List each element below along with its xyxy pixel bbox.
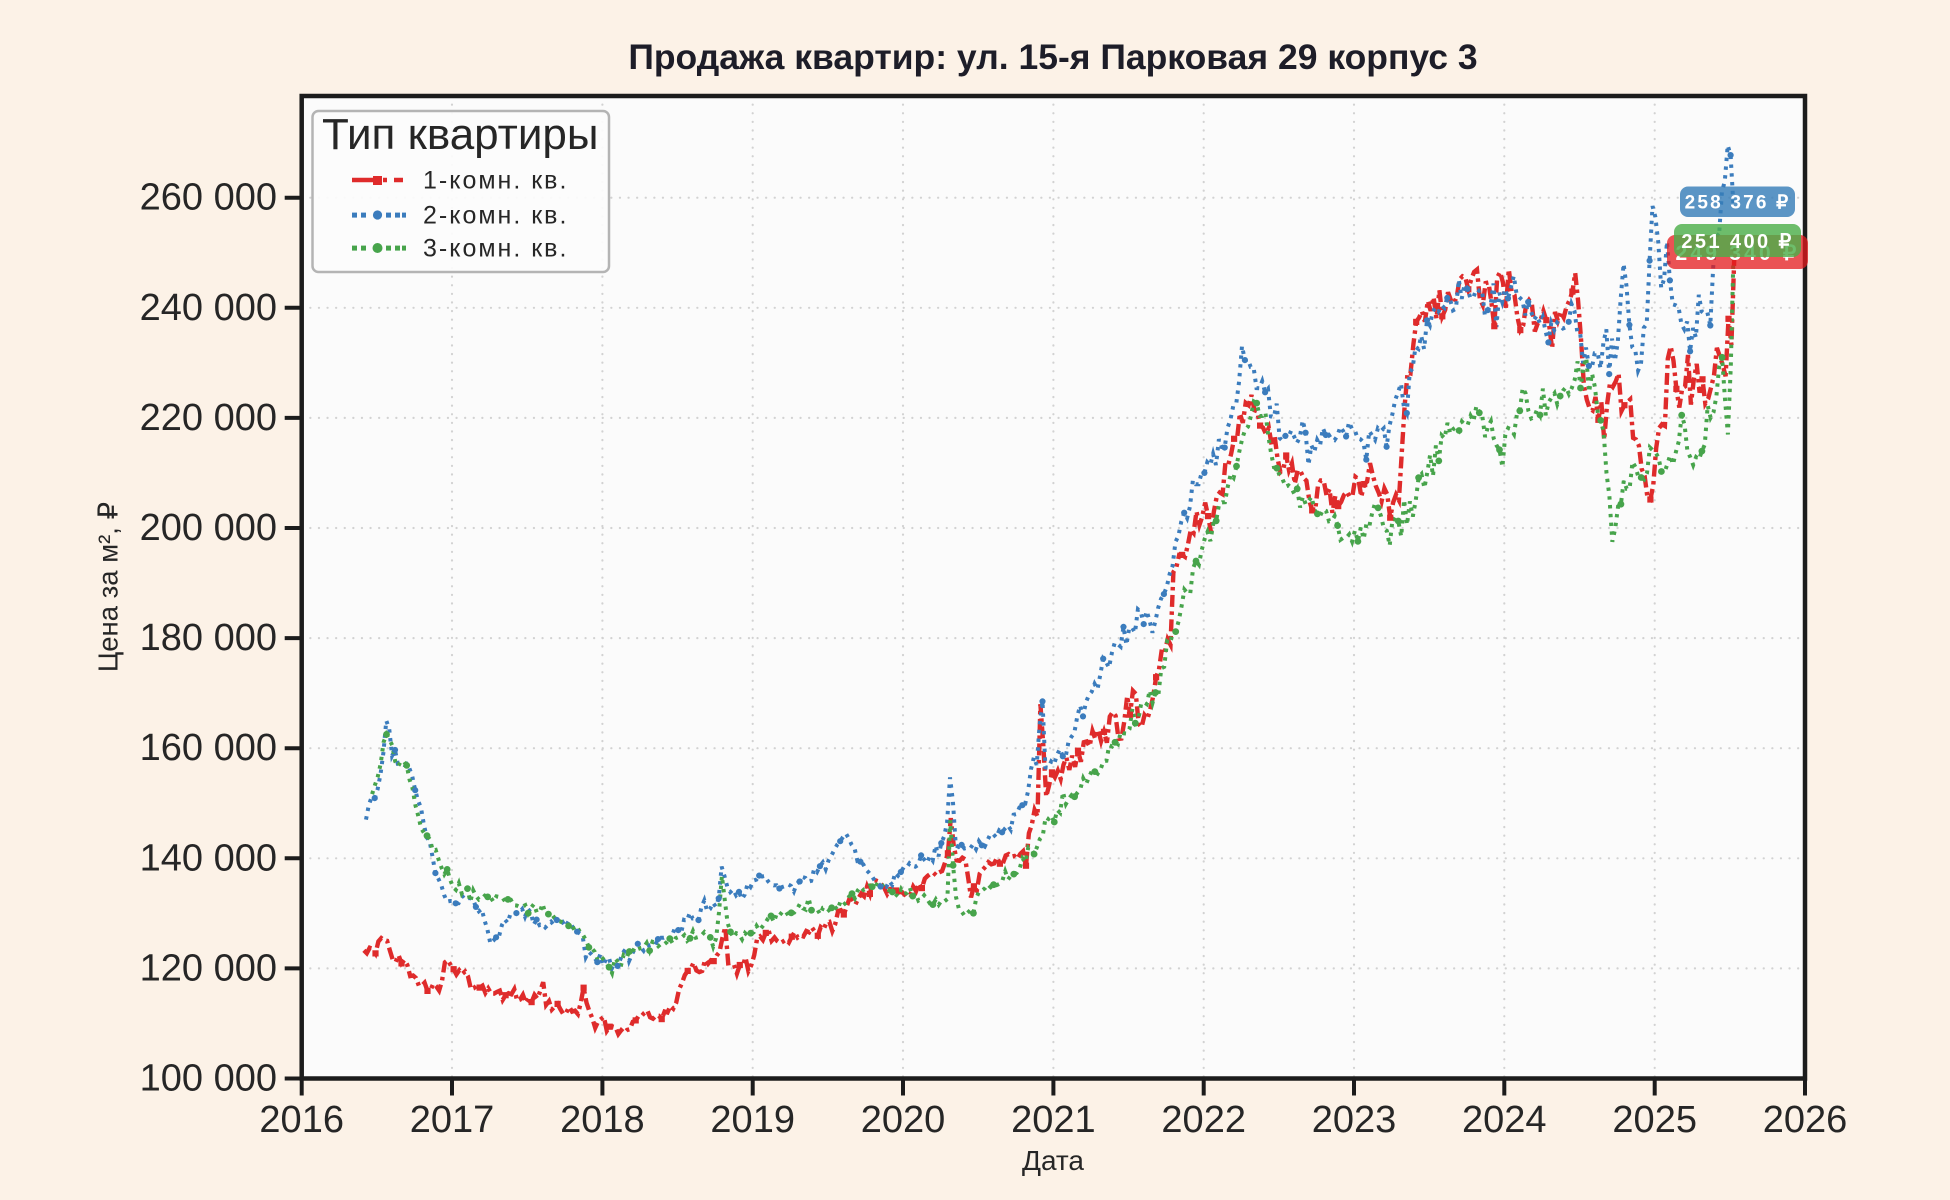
svg-text:Цена за м², ₽: Цена за м², ₽ [93,502,124,672]
svg-text:100 000: 100 000 [140,1058,277,1100]
svg-text:260 000: 260 000 [140,177,277,219]
svg-text:251 400 ₽: 251 400 ₽ [1681,231,1793,253]
svg-text:120 000: 120 000 [140,947,277,989]
svg-text:240 000: 240 000 [140,287,277,329]
svg-text:2024: 2024 [1462,1099,1547,1141]
svg-text:1-комн. кв.: 1-комн. кв. [423,167,568,195]
svg-text:2026: 2026 [1763,1099,1848,1141]
svg-text:200 000: 200 000 [140,507,277,549]
svg-text:2023: 2023 [1312,1099,1397,1141]
svg-text:2-комн. кв.: 2-комн. кв. [423,202,568,230]
svg-text:3-комн. кв.: 3-комн. кв. [423,235,568,263]
svg-text:220 000: 220 000 [140,397,277,439]
svg-text:2016: 2016 [259,1099,344,1141]
svg-text:2022: 2022 [1161,1099,1246,1141]
svg-text:Продажа квартир: ул. 15-я Парк: Продажа квартир: ул. 15-я Парковая 29 ко… [628,37,1477,77]
svg-text:2020: 2020 [861,1099,946,1141]
svg-text:2017: 2017 [410,1099,495,1141]
svg-text:258 376 ₽: 258 376 ₽ [1685,193,1791,214]
svg-text:2025: 2025 [1612,1099,1697,1141]
svg-text:160 000: 160 000 [140,727,277,769]
svg-text:2021: 2021 [1011,1099,1096,1141]
svg-text:2019: 2019 [710,1099,795,1141]
svg-text:2018: 2018 [560,1099,645,1141]
svg-text:180 000: 180 000 [140,617,277,659]
svg-text:140 000: 140 000 [140,837,277,879]
svg-text:Дата: Дата [1022,1145,1084,1176]
svg-text:Тип квартиры: Тип квартиры [322,110,599,159]
